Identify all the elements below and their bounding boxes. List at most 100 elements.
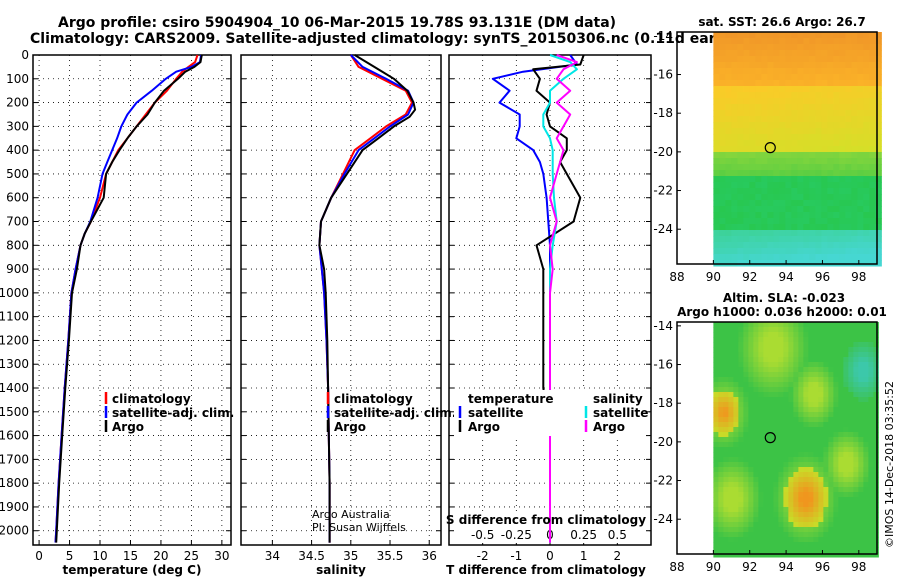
map-cell bbox=[875, 98, 882, 105]
map-cell bbox=[731, 56, 738, 63]
map-cell bbox=[833, 230, 840, 237]
map-cell bbox=[753, 372, 759, 378]
map-cell bbox=[813, 407, 819, 413]
map-cell bbox=[818, 407, 824, 413]
map-cell bbox=[863, 322, 869, 328]
map-cell bbox=[863, 387, 869, 393]
map-cell bbox=[738, 337, 744, 343]
map-cell bbox=[798, 352, 804, 358]
map-cell bbox=[758, 437, 764, 443]
map-cell bbox=[779, 146, 786, 153]
map-cell bbox=[868, 542, 874, 548]
map-cell bbox=[728, 417, 734, 423]
map-cell bbox=[778, 367, 784, 373]
map-cell bbox=[737, 212, 744, 219]
map-cell bbox=[718, 402, 724, 408]
map-cell bbox=[869, 200, 876, 207]
map-cell bbox=[813, 487, 819, 493]
map-cell bbox=[828, 342, 834, 348]
map-cell bbox=[763, 417, 769, 423]
map-cell bbox=[785, 254, 792, 261]
map-cell bbox=[833, 206, 840, 213]
map-cell bbox=[758, 502, 764, 508]
map-cell bbox=[785, 50, 792, 57]
map-cell bbox=[828, 322, 834, 328]
map-cell bbox=[719, 62, 726, 69]
temperature-panel-frame bbox=[32, 54, 232, 546]
map-cell bbox=[719, 230, 726, 237]
map-cell bbox=[797, 56, 804, 63]
map-cell bbox=[873, 337, 879, 343]
map-cell bbox=[755, 218, 762, 225]
map-cell bbox=[857, 224, 864, 231]
map-cell bbox=[797, 62, 804, 69]
map-cell bbox=[761, 32, 768, 39]
map-cell bbox=[869, 140, 876, 147]
map-cell bbox=[793, 442, 799, 448]
map-cell bbox=[839, 254, 846, 261]
map-cell bbox=[755, 62, 762, 69]
lon-tick-label: 94 bbox=[778, 560, 793, 574]
map-cell bbox=[823, 542, 829, 548]
map-cell bbox=[823, 527, 829, 533]
map-cell bbox=[761, 38, 768, 45]
map-cell bbox=[827, 86, 834, 93]
map-cell bbox=[713, 332, 719, 338]
y-tick-label: 1800 bbox=[0, 476, 29, 490]
map-cell bbox=[719, 218, 726, 225]
map-cell bbox=[778, 517, 784, 523]
map-cell bbox=[788, 437, 794, 443]
map-cell bbox=[813, 537, 819, 543]
map-cell bbox=[863, 164, 870, 171]
map-cell bbox=[723, 342, 729, 348]
map-cell bbox=[728, 372, 734, 378]
map-cell bbox=[783, 467, 789, 473]
map-cell bbox=[725, 170, 732, 177]
map-cell bbox=[713, 176, 720, 183]
map-cell bbox=[863, 452, 869, 458]
map-cell bbox=[808, 517, 814, 523]
map-cell bbox=[737, 146, 744, 153]
map-cell bbox=[763, 397, 769, 403]
map-cell bbox=[797, 170, 804, 177]
map-cell bbox=[737, 32, 744, 39]
map-cell bbox=[753, 442, 759, 448]
series-line-satellite-adj-clim- bbox=[54, 54, 203, 543]
map-cell bbox=[833, 517, 839, 523]
map-cell bbox=[768, 352, 774, 358]
map-cell bbox=[818, 502, 824, 508]
map-cell bbox=[753, 457, 759, 463]
map-cell bbox=[821, 116, 828, 123]
map-cell bbox=[809, 182, 816, 189]
map-cell bbox=[868, 492, 874, 498]
map-cell bbox=[773, 467, 779, 473]
map-cell bbox=[773, 437, 779, 443]
map-cell bbox=[725, 74, 732, 81]
map-cell bbox=[843, 482, 849, 488]
map-cell bbox=[848, 537, 854, 543]
map-cell bbox=[743, 417, 749, 423]
map-cell bbox=[809, 62, 816, 69]
map-cell bbox=[845, 236, 852, 243]
map-cell bbox=[808, 402, 814, 408]
map-cell bbox=[798, 537, 804, 543]
map-cell bbox=[858, 537, 864, 543]
map-cell bbox=[785, 128, 792, 135]
map-cell bbox=[828, 357, 834, 363]
map-cell bbox=[768, 542, 774, 548]
map-cell bbox=[875, 212, 882, 219]
map-cell bbox=[809, 158, 816, 165]
map-cell bbox=[808, 492, 814, 498]
map-cell bbox=[803, 86, 810, 93]
map-cell bbox=[719, 158, 726, 165]
map-cell bbox=[793, 452, 799, 458]
map-cell bbox=[868, 392, 874, 398]
lon-tick-label: 92 bbox=[742, 560, 757, 574]
map-cell bbox=[713, 447, 719, 453]
map-cell bbox=[848, 422, 854, 428]
map-cell bbox=[808, 372, 814, 378]
map-cell bbox=[798, 497, 804, 503]
map-cell bbox=[743, 457, 749, 463]
map-cell bbox=[773, 327, 779, 333]
map-cell bbox=[815, 236, 822, 243]
